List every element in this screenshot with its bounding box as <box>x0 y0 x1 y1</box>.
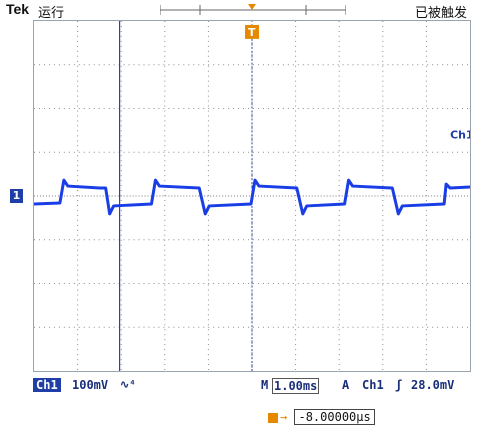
trigger-position-icon <box>248 4 256 10</box>
timebase-prefix: M <box>261 378 269 392</box>
graticule-grid <box>34 21 470 371</box>
timebase-value: 1.00ms <box>272 378 320 394</box>
svg-text:T: T <box>248 26 256 39</box>
record-length-bar <box>160 4 346 15</box>
volts-per-div: 100mV <box>72 378 109 392</box>
trigger-slope-icon: ʃ <box>395 378 403 392</box>
channel-badge[interactable]: Ch1 <box>33 378 61 392</box>
ground-level-marker[interactable]: 1 <box>10 189 23 203</box>
delay-value: -8.00000µs <box>294 409 375 425</box>
run-state-label: 运行 <box>38 6 65 21</box>
bottom-status-bar: Ch1 100mV ∿⁴ M 1.00ms A Ch1 ʃ 28.0mV <box>0 377 481 395</box>
delay-arrow: → <box>280 410 288 424</box>
brand-logo: Tek <box>6 1 30 17</box>
waveform-display: Ch1 T <box>33 20 471 372</box>
trigger-status-label: 已被触发 <box>414 6 467 21</box>
trigger-marker-icon: T <box>245 24 259 39</box>
ground-marker-label: 1 <box>12 189 21 202</box>
bandwidth-limit-icon: ∿⁴ <box>120 378 136 391</box>
top-status-bar: Tek 运行 已被触发 <box>0 0 481 21</box>
trigger-indicator-icon <box>268 412 278 423</box>
ch1-channel-label: Ch1 <box>450 128 471 141</box>
trigger-mode: A <box>342 378 350 392</box>
ch1-waveform <box>34 178 470 216</box>
trigger-level: 28.0mV <box>411 378 455 392</box>
horizontal-delay-readout: → -8.00000µs <box>268 409 375 425</box>
trigger-source: Ch1 <box>362 378 384 392</box>
